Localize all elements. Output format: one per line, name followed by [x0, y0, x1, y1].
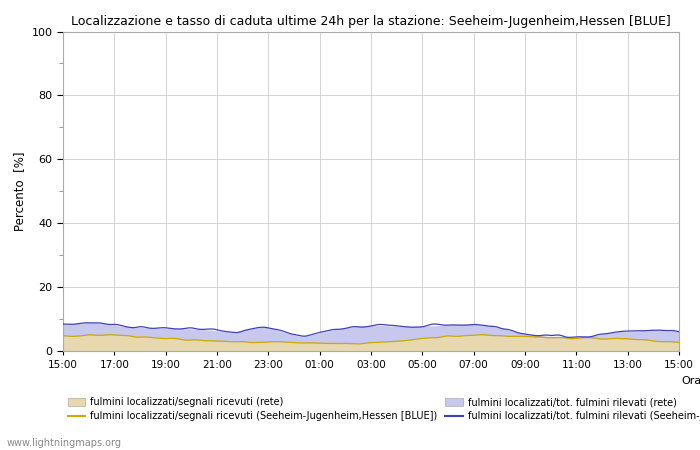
- Legend: fulmini localizzati/segnali ricevuti (rete), fulmini localizzati/segnali ricevut: fulmini localizzati/segnali ricevuti (re…: [68, 397, 700, 421]
- Y-axis label: Percento  [%]: Percento [%]: [13, 152, 26, 231]
- Title: Localizzazione e tasso di caduta ultime 24h per la stazione: Seeheim-Jugenheim,H: Localizzazione e tasso di caduta ultime …: [71, 14, 671, 27]
- Text: www.lightningmaps.org: www.lightningmaps.org: [7, 438, 122, 448]
- Text: Orario: Orario: [682, 376, 700, 386]
